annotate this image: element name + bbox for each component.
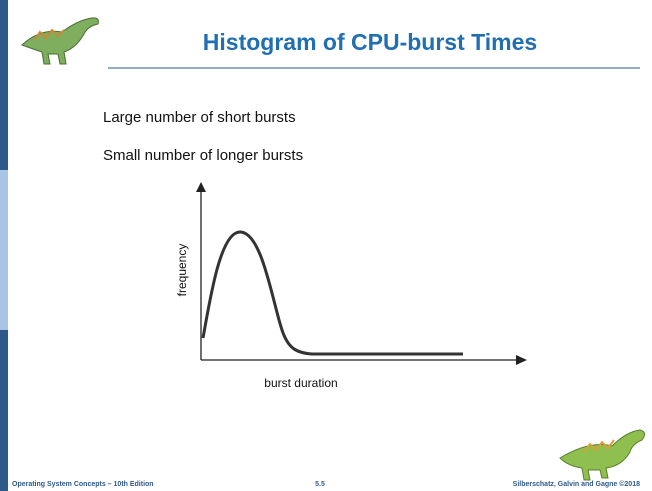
y-axis-label: frequency [175,244,189,297]
slide-title: Histogram of CPU-burst Times [203,29,537,55]
x-axis-label: burst duration [264,376,337,390]
background [0,0,652,491]
bullet-text: Large number of short bursts [103,109,296,126]
bullet-text: Small number of longer bursts [103,147,303,164]
footer-left: Operating System Concepts – 10th Edition [12,481,154,488]
footer-right: Silberschatz, Galvin and Gagne ©2018 [513,480,640,488]
slide: Histogram of CPU-burst Times Large numbe… [0,0,652,491]
page: Histogram of CPU-burst Times Large numbe… [0,0,652,491]
footer-center: 5.5 [315,481,325,488]
sidebar-highlight [0,170,8,330]
